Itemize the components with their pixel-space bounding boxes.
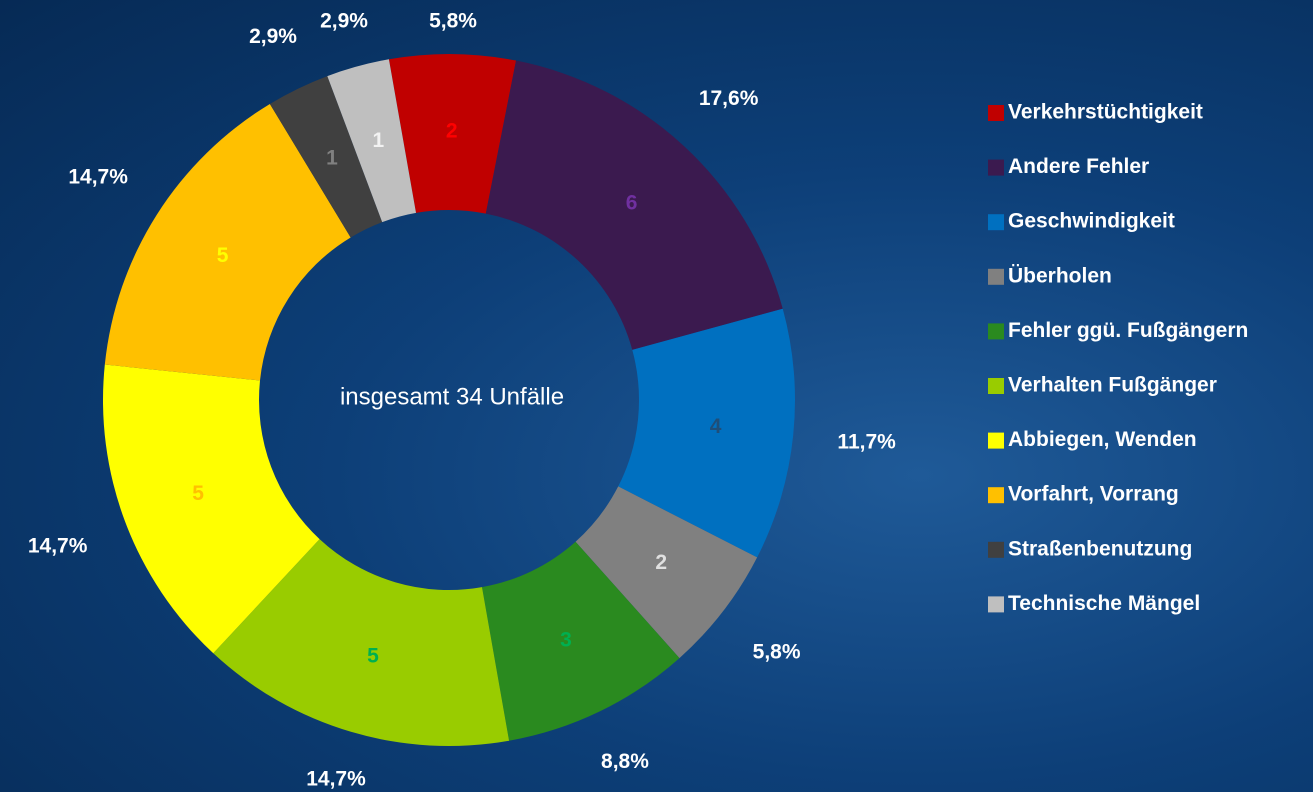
donut-segment	[481, 541, 680, 741]
legend-label: Technische Mängel	[1008, 592, 1200, 615]
percent-label: 8,8%	[601, 750, 649, 773]
legend-swatch	[988, 378, 1004, 394]
legend-swatch	[988, 214, 1004, 231]
donut-segment	[575, 486, 758, 659]
percent-label: 5,8%	[429, 10, 477, 33]
legend-label: Geschwindigkeit	[1008, 210, 1175, 233]
legend-swatch	[988, 323, 1004, 340]
legend-label: Abbiegen, Wenden	[1008, 428, 1197, 451]
percent-label: 14,7%	[28, 535, 88, 558]
legend-label: Verhalten Fußgänger	[1008, 374, 1217, 397]
legend-swatch	[988, 268, 1004, 285]
legend-swatch	[988, 105, 1004, 121]
center-text: insgesamt 34 Unfälle	[340, 383, 564, 410]
count-label: 3	[560, 629, 572, 652]
legend-label: Vorfahrt, Vorrang	[1008, 483, 1179, 506]
count-label: 5	[367, 645, 379, 668]
count-label: 5	[217, 244, 229, 267]
count-label: 2	[655, 551, 667, 574]
count-label: 1	[372, 129, 384, 152]
donut-segment	[269, 76, 383, 238]
donut-segment	[485, 60, 783, 350]
percent-label: 14,7%	[68, 165, 128, 188]
percent-label: 17,6%	[699, 87, 759, 110]
donut-segment	[213, 539, 510, 746]
legend-swatch	[988, 596, 1004, 613]
legend-label: Andere Fehler	[1008, 155, 1149, 178]
legend-swatch	[988, 432, 1004, 449]
legend-label: Überholen	[1008, 264, 1112, 287]
donut-segment	[618, 308, 795, 558]
donut-segment	[104, 103, 351, 381]
legend-label: Straßenbenutzung	[1008, 537, 1192, 560]
percent-label: 14,7%	[306, 768, 366, 791]
count-label: 2	[446, 120, 458, 143]
percent-label: 5,8%	[753, 640, 801, 663]
donut-segment	[102, 364, 320, 654]
count-label: 1	[326, 146, 338, 169]
legend-swatch	[988, 487, 1004, 504]
legend-label: Fehler ggü. Fußgängern	[1008, 319, 1248, 342]
legend-swatch	[988, 159, 1004, 176]
percent-label: 2,9%	[320, 10, 368, 33]
count-label: 6	[626, 191, 638, 214]
percent-label: 11,7%	[837, 431, 896, 454]
count-label: 5	[192, 482, 204, 505]
donut-segment	[327, 59, 417, 223]
donut-segment	[388, 54, 517, 214]
legend-swatch	[988, 541, 1004, 558]
legend-label: Verkehrstüchtigkeit	[1008, 101, 1203, 124]
percent-label: 2,9%	[249, 25, 297, 48]
count-label: 4	[710, 415, 722, 438]
